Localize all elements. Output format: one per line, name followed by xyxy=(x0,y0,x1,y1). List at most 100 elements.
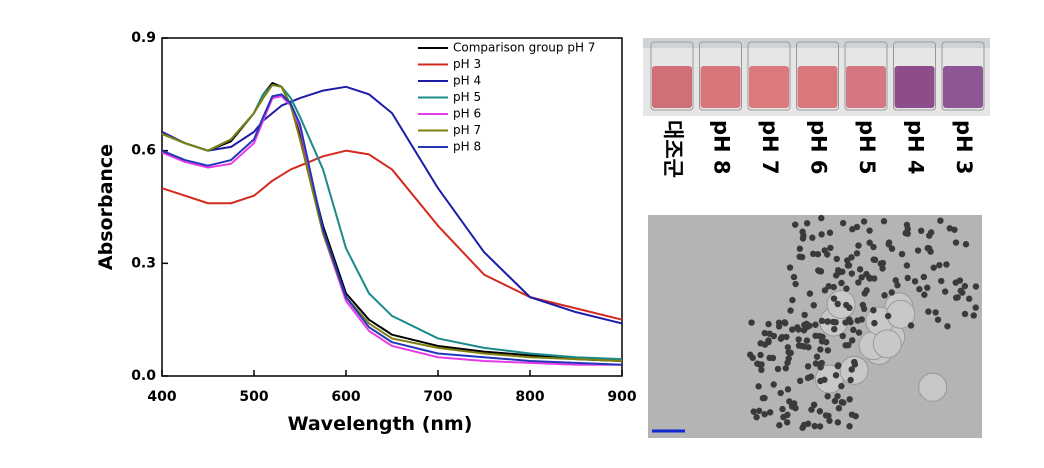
vial-glass xyxy=(699,41,742,111)
tem-particle xyxy=(800,421,808,429)
tem-particle xyxy=(838,382,845,390)
tem-particle xyxy=(855,329,863,336)
vial-glass xyxy=(941,41,985,111)
tem-particle xyxy=(943,261,950,268)
tem-particle xyxy=(813,353,821,360)
vial-label: pH 7 xyxy=(758,120,782,175)
tem-particle xyxy=(786,264,794,271)
tem-particle xyxy=(809,250,817,258)
tem-particle xyxy=(952,239,960,246)
tem-particle xyxy=(801,311,808,319)
y-tick-label: 0.9 xyxy=(131,30,156,46)
tem-particle xyxy=(761,329,768,337)
legend-label: pH 5 xyxy=(453,90,481,104)
tem-particle xyxy=(838,398,846,406)
tem-particle xyxy=(808,406,815,413)
tem-particle xyxy=(903,221,911,229)
x-tick-label: 500 xyxy=(239,389,268,405)
tem-particle xyxy=(920,273,928,281)
vial-glass xyxy=(650,41,694,111)
tem-particle xyxy=(835,405,843,412)
vial-liquid xyxy=(846,66,886,108)
tem-particle xyxy=(881,292,888,299)
tem-particle xyxy=(888,245,896,252)
tem-particle xyxy=(787,307,794,314)
plot-frame xyxy=(161,37,623,377)
tem-particle xyxy=(858,274,865,281)
tem-particle xyxy=(856,266,864,273)
series-line xyxy=(161,93,623,366)
tem-particle xyxy=(776,422,783,429)
tem-particle xyxy=(821,287,829,294)
vial-liquid xyxy=(797,66,838,108)
tem-particle xyxy=(870,243,877,251)
tem-particle xyxy=(941,288,949,295)
tem-particle xyxy=(839,268,846,275)
tem-particle xyxy=(757,340,764,347)
y-tick-label: 0.3 xyxy=(131,255,156,271)
tem-particle xyxy=(749,354,756,362)
tem-particle xyxy=(845,262,853,269)
tem-particle xyxy=(815,267,822,274)
tem-particle xyxy=(769,354,777,362)
tem-particle xyxy=(946,225,953,232)
tem-particle xyxy=(894,282,901,289)
tem-particle xyxy=(832,372,840,379)
tem-particle xyxy=(784,359,791,366)
tem-particle xyxy=(932,309,939,316)
tem-particle xyxy=(838,279,845,287)
tem-particle xyxy=(825,412,832,420)
tem-particle xyxy=(800,327,808,334)
tem-particle xyxy=(824,318,831,325)
tem-particle xyxy=(812,360,820,367)
tem-particle xyxy=(937,217,944,224)
legend-label: pH 7 xyxy=(453,123,481,137)
tem-particle xyxy=(779,405,786,413)
tem-particle xyxy=(801,343,808,350)
x-axis-title: Wavelength (nm) xyxy=(288,413,473,435)
tem-particle xyxy=(863,287,870,294)
tem-particle xyxy=(788,403,796,410)
tem-particle xyxy=(918,227,925,235)
tem-particle xyxy=(810,302,817,309)
legend-label: pH 6 xyxy=(453,107,481,121)
legend-label: pH 8 xyxy=(453,140,481,154)
tem-particle xyxy=(847,376,854,384)
tem-particle xyxy=(846,396,853,403)
tem-particle xyxy=(834,362,842,370)
tem-particle xyxy=(849,337,856,344)
vial-glass xyxy=(796,41,839,111)
tem-particle xyxy=(777,389,784,397)
tem-particle xyxy=(783,419,791,426)
tem-particle xyxy=(761,411,768,418)
tem-particle xyxy=(834,419,842,426)
tem-particle xyxy=(853,250,861,257)
x-tick-label: 700 xyxy=(423,389,452,405)
tem-particle xyxy=(818,338,826,345)
tem-particle xyxy=(839,332,846,340)
tem-particle xyxy=(924,244,931,252)
y-tick-label: 0.0 xyxy=(131,368,156,384)
tem-particle xyxy=(892,277,899,284)
tem-particle xyxy=(834,392,841,400)
tem-particle xyxy=(938,277,945,285)
tem-particle xyxy=(843,285,850,292)
tem-particle xyxy=(854,317,861,324)
tem-particle xyxy=(879,265,886,272)
tem-particle xyxy=(961,310,969,318)
tem-particle xyxy=(812,321,819,328)
tem-particle xyxy=(826,229,834,236)
tem-particle xyxy=(925,308,932,315)
tem-particle xyxy=(821,376,828,383)
tem-particle xyxy=(827,244,834,252)
tem-particle xyxy=(778,333,786,341)
tem-particle xyxy=(765,320,772,328)
tem-particle xyxy=(826,417,833,424)
tem-particle xyxy=(757,351,764,359)
y-axis-title: Absorbance xyxy=(95,144,117,270)
tem-particle xyxy=(970,312,977,319)
tem-particle xyxy=(898,250,906,258)
tem-halo xyxy=(872,329,902,359)
tem-particle xyxy=(795,336,802,343)
tem-particle xyxy=(818,317,826,325)
